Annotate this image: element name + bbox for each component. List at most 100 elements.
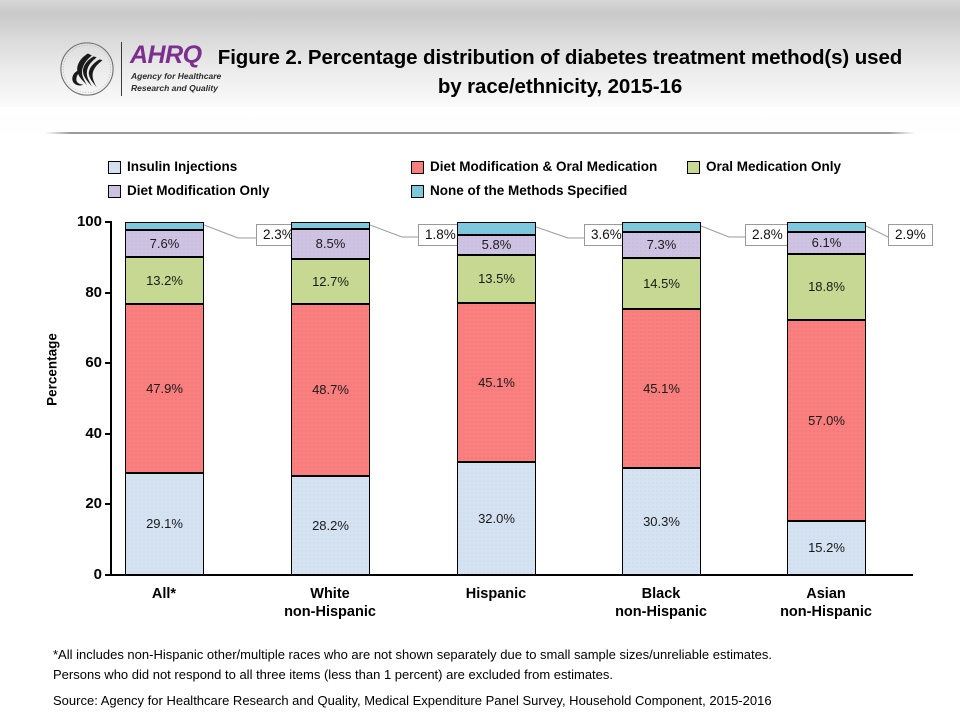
- logo-divider: [121, 42, 122, 96]
- legend-item-none: None of the Methods Specified: [411, 184, 627, 198]
- segment-label-oral-all: 13.2%: [146, 272, 183, 288]
- legend-item-diet-oral: Diet Modification & Oral Medication: [411, 160, 657, 174]
- segment-label-insulin-all: 29.1%: [146, 516, 183, 531]
- x-label-all: All*: [69, 585, 259, 603]
- y-tick-mark-40: [105, 433, 112, 435]
- segment-diet-oral-white[interactable]: 48.7%: [291, 304, 370, 476]
- x-label-asian-line2: non-Hispanic: [780, 604, 872, 620]
- x-label-hispanic-line1: Hispanic: [465, 586, 527, 602]
- x-label-white-line2: non-Hispanic: [284, 604, 376, 620]
- segment-label-oral-white: 12.7%: [312, 273, 349, 289]
- callout-none-all: 2.3%: [256, 224, 301, 246]
- segment-oral-black[interactable]: 14.5%: [622, 258, 701, 309]
- y-tick-label-60: 60: [85, 354, 102, 371]
- ahrq-wordmark: AHRQ: [130, 41, 202, 69]
- y-tick-mark-60: [105, 362, 112, 364]
- bar-white-non-hispanic[interactable]: 8.5% 12.7% 48.7% 28.2%: [291, 222, 370, 575]
- segment-none-asian[interactable]: [787, 222, 866, 232]
- segment-label-diet-all: 7.6%: [149, 235, 180, 251]
- legend-label-diet: Diet Modification Only: [127, 183, 270, 198]
- x-label-black: Black non-Hispanic: [566, 585, 756, 621]
- segment-label-diet-oral-white: 48.7%: [312, 382, 349, 397]
- legend-label-none: None of the Methods Specified: [430, 183, 628, 198]
- segment-oral-all[interactable]: 13.2%: [125, 257, 204, 304]
- hhs-seal-icon: [60, 42, 114, 96]
- segment-label-diet-white: 8.5%: [315, 236, 346, 251]
- segment-diet-black[interactable]: 7.3%: [622, 232, 701, 258]
- segment-label-oral-hispanic: 13.5%: [478, 271, 515, 286]
- segment-label-insulin-hispanic: 32.0%: [478, 510, 515, 526]
- footnote-line-1: *All includes non-Hispanic other/multipl…: [53, 647, 772, 662]
- y-tick-label-0: 0: [93, 566, 102, 583]
- x-label-black-line2: non-Hispanic: [615, 604, 707, 620]
- segment-label-insulin-asian: 15.2%: [808, 540, 845, 555]
- segment-label-diet-oral-asian: 57.0%: [808, 412, 845, 428]
- segment-diet-hispanic[interactable]: 5.8%: [457, 235, 536, 255]
- x-label-black-line1: Black: [641, 586, 681, 602]
- legend-label-diet-oral: Diet Modification & Oral Medication: [430, 159, 658, 174]
- callout-leader-white: [370, 224, 426, 238]
- segment-label-oral-black: 14.5%: [643, 275, 680, 291]
- x-label-asian: Asian non-Hispanic: [731, 585, 921, 621]
- callout-none-black: 2.8%: [745, 224, 790, 246]
- legend-label-oral: Oral Medication Only: [706, 159, 842, 174]
- segment-diet-oral-all[interactable]: 47.9%: [125, 304, 204, 473]
- segment-insulin-asian[interactable]: 15.2%: [787, 521, 866, 575]
- y-tick-mark-0: [105, 574, 112, 576]
- page-title: Figure 2. Percentage distribution of dia…: [217, 46, 903, 98]
- x-label-hispanic: Hispanic: [401, 585, 591, 603]
- callout-leader-hispanic: [536, 226, 592, 239]
- segment-diet-oral-hispanic[interactable]: 45.1%: [457, 303, 536, 462]
- footnote-line-2: Persons who did not respond to all three…: [53, 666, 614, 682]
- segment-label-diet-oral-hispanic: 45.1%: [478, 374, 515, 390]
- segment-none-all[interactable]: [125, 222, 204, 230]
- legend-label-insulin: Insulin Injections: [127, 159, 238, 174]
- y-tick-mark-20: [105, 503, 112, 505]
- segment-label-diet-black: 7.3%: [646, 237, 677, 252]
- segment-label-oral-asian: 18.8%: [808, 279, 845, 294]
- callout-leader-asian: [866, 225, 906, 238]
- bar-all[interactable]: 7.6% 13.2% 47.9% 29.1%: [125, 222, 204, 575]
- segment-none-white[interactable]: [291, 222, 370, 229]
- legend-swatch-oral-icon: [687, 160, 700, 174]
- segment-none-hispanic[interactable]: [457, 222, 536, 235]
- bar-asian-non-hispanic[interactable]: 6.1% 18.8% 57.0% 15.2%: [787, 222, 866, 575]
- footnotes: *All includes non-Hispanic other/multipl…: [53, 645, 933, 711]
- y-tick-mark-100: [105, 221, 112, 223]
- segment-insulin-black[interactable]: 30.3%: [622, 468, 701, 575]
- x-label-white: White non-Hispanic: [235, 585, 425, 621]
- segment-label-diet-hispanic: 5.8%: [481, 237, 512, 252]
- segment-diet-oral-asian[interactable]: 57.0%: [787, 320, 866, 521]
- x-axis-line: [110, 574, 913, 576]
- segment-diet-all[interactable]: 7.6%: [125, 230, 204, 257]
- ahrq-tagline-line1: Agency for Healthcare: [131, 71, 222, 81]
- bar-hispanic[interactable]: 5.8% 13.5% 45.1% 32.0%: [457, 222, 536, 575]
- segment-oral-white[interactable]: 12.7%: [291, 259, 370, 304]
- segment-insulin-all[interactable]: 29.1%: [125, 473, 204, 575]
- segment-oral-asian[interactable]: 18.8%: [787, 254, 866, 320]
- legend-item-oral: Oral Medication Only: [687, 160, 841, 174]
- legend-swatch-diet-icon: [108, 184, 121, 198]
- segment-diet-oral-black[interactable]: 45.1%: [622, 309, 701, 468]
- y-tick-label-40: 40: [85, 425, 102, 442]
- legend-item-diet: Diet Modification Only: [108, 184, 270, 198]
- legend-item-insulin: Insulin Injections: [108, 160, 237, 174]
- segment-diet-white[interactable]: 8.5%: [291, 229, 370, 259]
- callout-leader-all: [204, 224, 264, 239]
- callout-none-white: 1.8%: [418, 224, 463, 246]
- callout-leader-black: [701, 225, 753, 238]
- x-label-white-line1: White: [310, 586, 350, 602]
- legend-swatch-insulin-icon: [108, 160, 121, 174]
- segment-diet-asian[interactable]: 6.1%: [787, 232, 866, 254]
- segment-insulin-hispanic[interactable]: 32.0%: [457, 462, 536, 575]
- bar-black-non-hispanic[interactable]: 7.3% 14.5% 45.1% 30.3%: [622, 222, 701, 575]
- header-band: [0, 0, 960, 133]
- segment-label-diet-asian: 6.1%: [811, 235, 842, 250]
- segment-none-black[interactable]: [622, 222, 701, 232]
- segment-oral-hispanic[interactable]: 13.5%: [457, 255, 536, 303]
- ahrq-tagline: Agency for Healthcare Research and Quali…: [131, 71, 231, 94]
- legend-swatch-diet-oral-icon: [411, 160, 424, 174]
- y-tick-label-20: 20: [85, 495, 102, 512]
- segment-label-diet-oral-black: 45.1%: [643, 380, 680, 396]
- segment-insulin-white[interactable]: 28.2%: [291, 476, 370, 575]
